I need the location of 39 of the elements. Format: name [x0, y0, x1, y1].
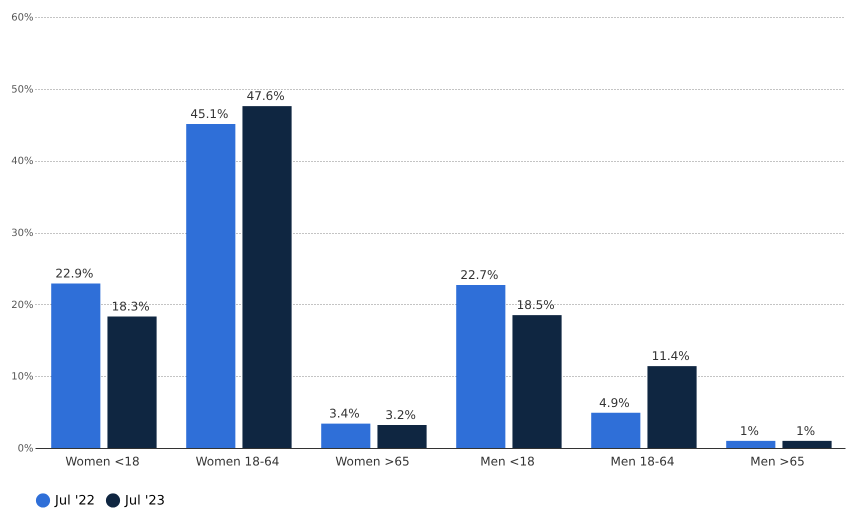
x-tick-label: Men <18 [480, 454, 535, 468]
bar [107, 316, 157, 448]
y-tick-label: 40% [11, 156, 34, 168]
data-label: 45.1% [190, 107, 228, 122]
x-tick-label: Men 18-64 [610, 454, 675, 468]
y-tick-label: 0% [18, 444, 34, 454]
data-label: 22.9% [55, 266, 94, 280]
y-tick-label: 50% [11, 84, 34, 96]
data-label: 18.5% [516, 298, 555, 312]
x-tick-label: Women 18-64 [196, 454, 280, 468]
y-tick-label: 60% [11, 12, 34, 24]
x-tick-label: Women >65 [335, 454, 410, 468]
data-label: 18.3% [112, 300, 150, 314]
bar [186, 124, 236, 448]
bar [51, 284, 100, 448]
bar [377, 425, 427, 448]
data-label: 11.4% [652, 349, 690, 364]
bar [591, 412, 640, 448]
y-tick-label: 10% [11, 372, 34, 383]
bar [321, 424, 370, 448]
y-tick-label: 30% [11, 228, 34, 239]
data-label: 3.2% [385, 408, 416, 422]
bar [512, 315, 562, 448]
bar [647, 366, 697, 448]
y-tick-label: 20% [11, 300, 34, 311]
data-label: 22.7% [460, 268, 498, 282]
data-label: 3.4% [329, 406, 360, 421]
data-label: 4.9% [599, 396, 630, 410]
bar [782, 440, 832, 448]
legend-label: Jul '23 [124, 493, 165, 508]
bar [242, 106, 292, 448]
x-tick-label: Women <18 [65, 454, 140, 468]
x-tick-label: Men >65 [750, 454, 805, 468]
data-label: 1% [740, 424, 759, 438]
bar [726, 440, 776, 448]
data-label: 47.6% [246, 89, 285, 104]
data-label: 1% [796, 424, 816, 438]
legend-label: Jul '22 [54, 493, 95, 508]
bar [456, 284, 506, 448]
